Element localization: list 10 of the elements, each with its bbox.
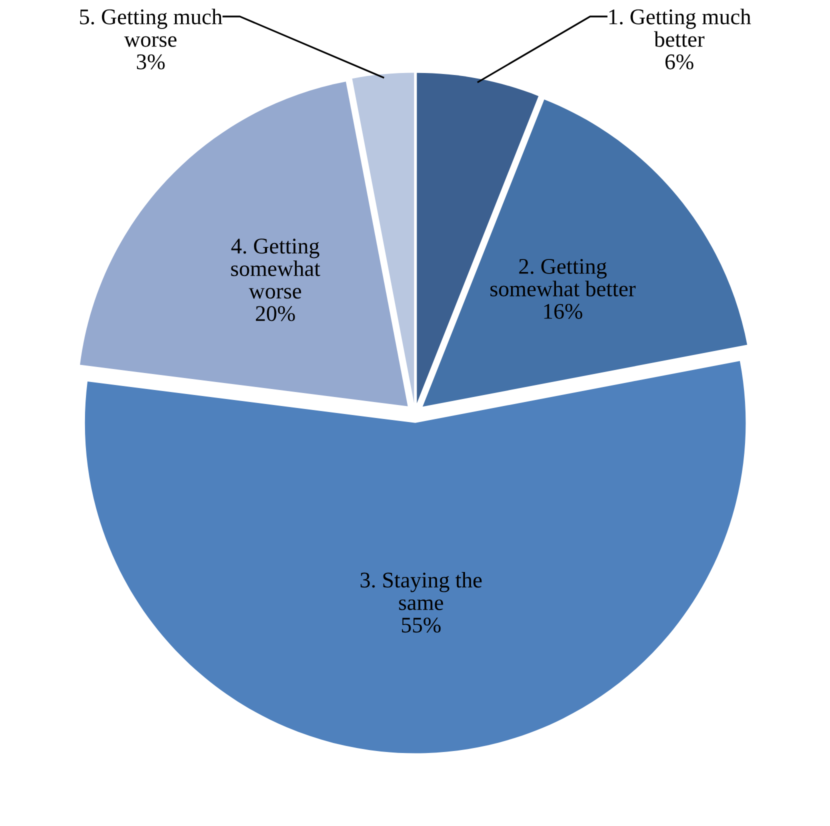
slice-label: 5. Getting much worse xyxy=(80,8,222,47)
data-label: 6% xyxy=(665,54,694,70)
data-label: 3% xyxy=(136,54,165,70)
slice-label: 1. Getting much better xyxy=(609,8,751,47)
data-label: 55% xyxy=(402,618,441,633)
slice-label: 3. Staying the same xyxy=(360,572,482,610)
slice-label: 4. Getting somewhat worse xyxy=(231,238,320,299)
data-label: 20% xyxy=(256,306,295,322)
slice-label: 2. Getting somewhat better xyxy=(490,258,636,296)
data-label: 16% xyxy=(544,304,582,319)
